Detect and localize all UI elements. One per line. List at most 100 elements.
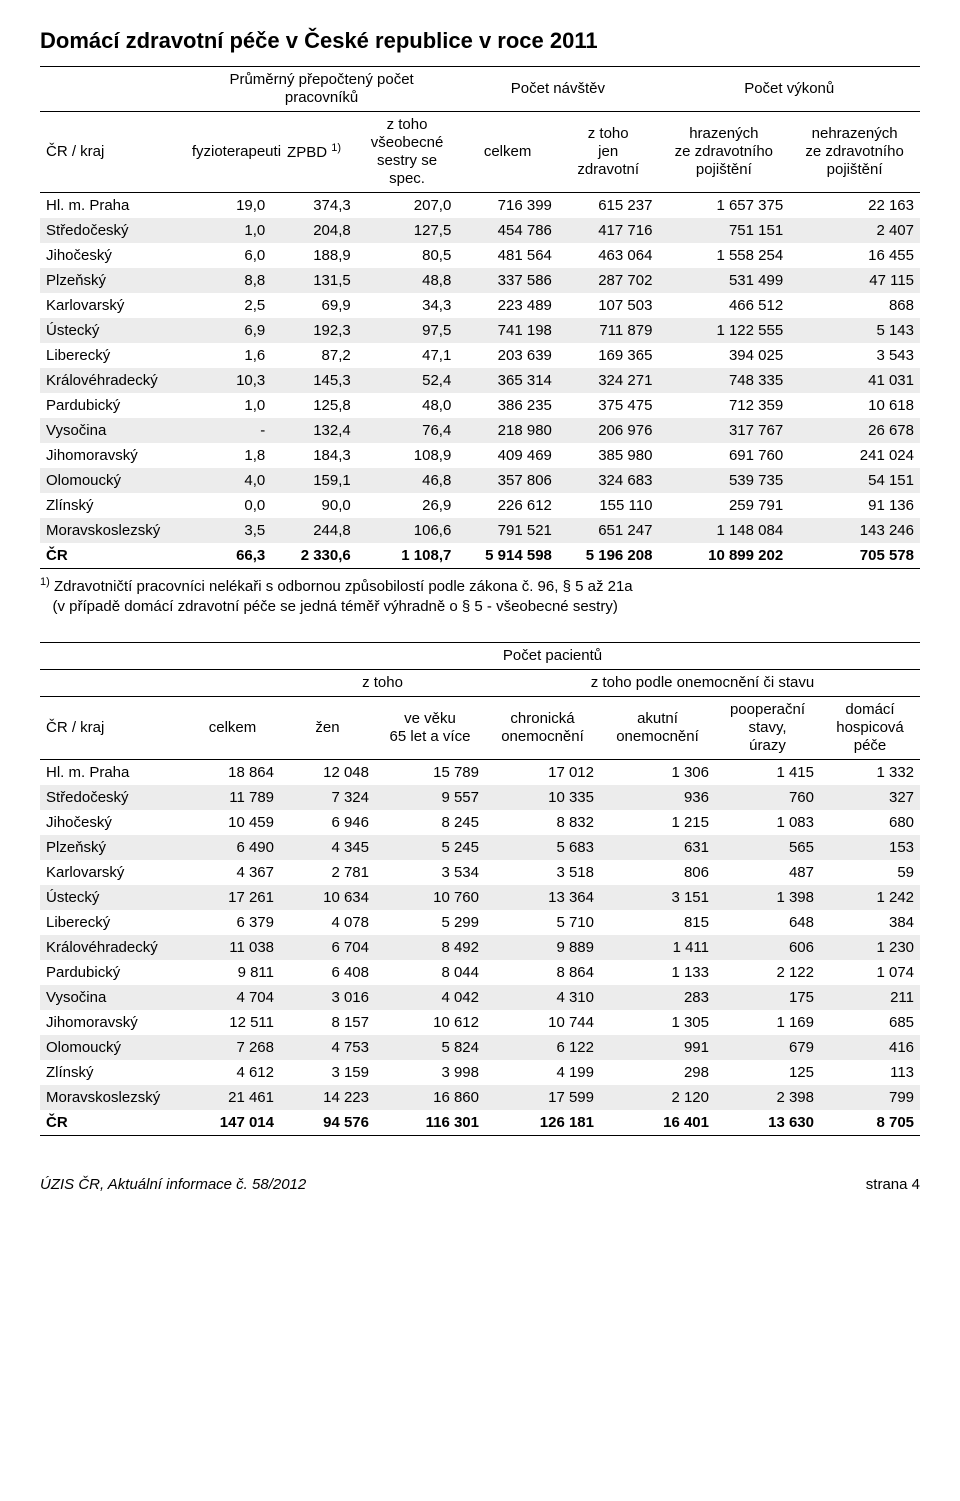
- cell: 815: [600, 910, 715, 935]
- cell: 1,8: [186, 443, 271, 468]
- cell: 4 345: [280, 835, 375, 860]
- cell: 15 789: [375, 759, 485, 785]
- cell: 691 760: [658, 443, 789, 468]
- cell: 615 237: [558, 193, 659, 219]
- t2-col-6: pooperačnístavy,úrazy: [715, 696, 820, 759]
- cell: 8 245: [375, 810, 485, 835]
- cell: 531 499: [658, 268, 789, 293]
- t2-hdr-sub1: z toho: [280, 669, 485, 696]
- cell: 54 151: [789, 468, 920, 493]
- cell: 11 789: [185, 785, 280, 810]
- t1-col-3: z tohovšeobecnésestry sespec.: [357, 112, 458, 193]
- cell: 1 242: [820, 885, 920, 910]
- cell: 116 301: [375, 1110, 485, 1136]
- cell: 1 415: [715, 759, 820, 785]
- row-label: Hl. m. Praha: [40, 759, 185, 785]
- t1-hdr-group-3: Počet výkonů: [658, 67, 920, 112]
- cell: 375 475: [558, 393, 659, 418]
- page-title: Domácí zdravotní péče v České republice …: [40, 28, 920, 54]
- cell: 1 215: [600, 810, 715, 835]
- table-row: Zlínský0,090,026,9226 612155 110259 7919…: [40, 493, 920, 518]
- cell: 14 223: [280, 1085, 375, 1110]
- table-row: Středočeský1,0204,8127,5454 786417 71675…: [40, 218, 920, 243]
- cell: 26 678: [789, 418, 920, 443]
- t1-col-2: ZPBD 1): [271, 112, 356, 193]
- cell: 5 710: [485, 910, 600, 935]
- cell: 10 899 202: [658, 543, 789, 569]
- cell: 374,3: [271, 193, 356, 219]
- cell: 5 299: [375, 910, 485, 935]
- cell: 760: [715, 785, 820, 810]
- cell: 386 235: [457, 393, 558, 418]
- cell: 1,0: [186, 393, 271, 418]
- cell: 466 512: [658, 293, 789, 318]
- cell: 91 136: [789, 493, 920, 518]
- row-label: Moravskoslezský: [40, 1085, 185, 1110]
- cell: 5 683: [485, 835, 600, 860]
- cell: 298: [600, 1060, 715, 1085]
- row-label: Vysočina: [40, 985, 185, 1010]
- row-label: Královéhradecký: [40, 935, 185, 960]
- cell: 9 811: [185, 960, 280, 985]
- cell: 97,5: [357, 318, 458, 343]
- cell: 9 557: [375, 785, 485, 810]
- cell: 8,8: [186, 268, 271, 293]
- table-row: Moravskoslezský3,5244,8106,6791 521651 2…: [40, 518, 920, 543]
- cell: 19,0: [186, 193, 271, 219]
- table-row: Ústecký17 26110 63410 76013 3643 1511 39…: [40, 885, 920, 910]
- cell: 21 461: [185, 1085, 280, 1110]
- cell: 34,3: [357, 293, 458, 318]
- cell: 1 133: [600, 960, 715, 985]
- table-row: Vysočina4 7043 0164 0424 310283175211: [40, 985, 920, 1010]
- table-row: Pardubický9 8116 4088 0448 8641 1332 122…: [40, 960, 920, 985]
- cell: 127,5: [357, 218, 458, 243]
- table-row: Vysočina- 132,476,4218 980206 976317 767…: [40, 418, 920, 443]
- cell: 337 586: [457, 268, 558, 293]
- footer-right: strana 4: [866, 1176, 920, 1193]
- cell: 12 048: [280, 759, 375, 785]
- cell: 631: [600, 835, 715, 860]
- row-label: Jihočeský: [40, 810, 185, 835]
- cell: 365 314: [457, 368, 558, 393]
- cell: 90,0: [271, 493, 356, 518]
- cell: 791 521: [457, 518, 558, 543]
- cell: 244,8: [271, 518, 356, 543]
- t1-hdr-group-1: Průměrný přepočtený počet pracovníků: [186, 67, 458, 112]
- cell: 1 083: [715, 810, 820, 835]
- cell: 3 159: [280, 1060, 375, 1085]
- row-label: Moravskoslezský: [40, 518, 186, 543]
- cell: 357 806: [457, 468, 558, 493]
- row-label: Plzeňský: [40, 835, 185, 860]
- row-label: Zlínský: [40, 493, 186, 518]
- row-label: Středočeský: [40, 785, 185, 810]
- cell: 106,6: [357, 518, 458, 543]
- cell: 3 151: [600, 885, 715, 910]
- cell: 385 980: [558, 443, 659, 468]
- row-label: Karlovarský: [40, 860, 185, 885]
- cell: 6,9: [186, 318, 271, 343]
- cell: 463 064: [558, 243, 659, 268]
- row-label: Plzeňský: [40, 268, 186, 293]
- cell: 3 518: [485, 860, 600, 885]
- footnote: 1) Zdravotničtí pracovníci nelékaři s od…: [40, 575, 920, 618]
- cell: 716 399: [457, 193, 558, 219]
- cell: 4 310: [485, 985, 600, 1010]
- cell: 10 760: [375, 885, 485, 910]
- cell: 48,0: [357, 393, 458, 418]
- cell: 169 365: [558, 343, 659, 368]
- t1-col-1: fyzioterapeuti: [186, 112, 271, 193]
- cell: 125: [715, 1060, 820, 1085]
- row-label: Hl. m. Praha: [40, 193, 186, 219]
- row-label: ČR: [40, 1110, 185, 1136]
- cell: 416: [820, 1035, 920, 1060]
- cell: 2,5: [186, 293, 271, 318]
- cell: 259 791: [658, 493, 789, 518]
- cell: 4 612: [185, 1060, 280, 1085]
- cell: 10 459: [185, 810, 280, 835]
- cell: 147 014: [185, 1110, 280, 1136]
- cell: 3,5: [186, 518, 271, 543]
- cell: 5 143: [789, 318, 920, 343]
- cell: 936: [600, 785, 715, 810]
- row-label: Karlovarský: [40, 293, 186, 318]
- cell: 5 824: [375, 1035, 485, 1060]
